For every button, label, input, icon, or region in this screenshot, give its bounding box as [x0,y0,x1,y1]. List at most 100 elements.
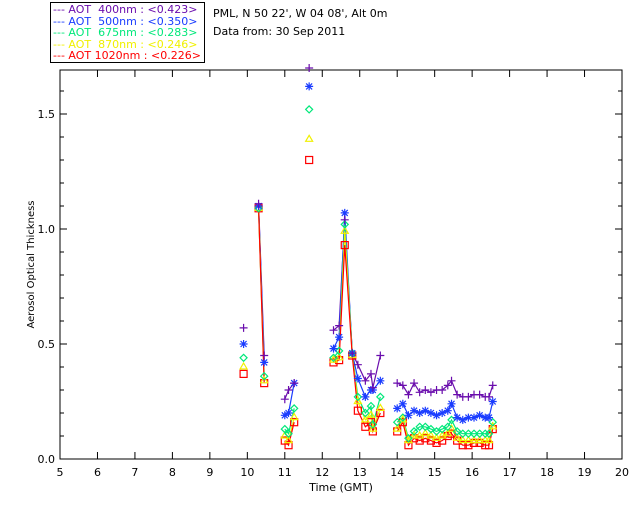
data-point-diamond [368,420,378,429]
x-tick-label: 9 [206,466,213,479]
data-point-asterisk [376,376,385,385]
data-point-plus [254,199,263,208]
axes-frame [59,69,623,460]
data-point-asterisk [361,392,370,401]
data-point-square [464,441,473,450]
data-point-asterisk [458,415,467,424]
data-point-diamond [284,429,293,439]
data-point-square [305,155,314,165]
data-point-asterisk [340,208,349,217]
data-point-asterisk [398,399,407,408]
x-tick-label: 16 [465,466,479,479]
legend-entry: --- AOT 870nm : <0.246> [53,37,198,51]
data-point-asterisk [305,82,314,91]
legend-mean: <0.423> [147,3,198,16]
data-point-plus [421,386,430,394]
legend-mean: <0.226> [151,49,201,62]
x-tick-label: 8 [169,466,176,479]
data-point-diamond [280,424,290,434]
data-point-diamond [409,427,419,436]
data-point-triangle [409,430,419,439]
data-point-diamond [488,417,498,427]
data-point-triangle [366,410,376,418]
data-point-diamond [443,422,453,432]
legend-entry: --- AOT 1020nm : <0.226> [53,49,201,62]
data-point-plus [305,64,314,72]
data-point-plus [239,323,248,332]
data-point-triangle [443,428,453,437]
data-point-plus [366,369,375,378]
x-tick-label: 10 [240,466,254,479]
legend-mean: <0.350> [147,14,198,28]
data-point-plus [404,390,413,399]
data-point-diamond [398,413,408,422]
data-point-plus [447,376,456,385]
data-point-diamond [415,422,425,432]
data-point-square [447,429,456,438]
data-point-triangle [375,403,385,411]
y-tick-label: 1.0 [38,223,56,236]
legend-entry: --- AOT 500nm : <0.350> [53,14,198,28]
data-point-plus [368,383,377,392]
data-point-square [484,441,494,450]
data-point-plus [284,386,293,394]
legend-mean: <0.283> [147,26,198,39]
x-tick-label: 13 [353,466,367,479]
data-point-diamond [375,392,385,402]
y-tick-label: 0.0 [38,453,56,466]
data-point-plus [260,351,269,360]
data-point-triangle [334,352,344,361]
legend-entry: --- AOT 400nm : <0.423> [53,3,198,16]
data-point-triangle [463,435,473,444]
data-point-diamond [361,408,370,418]
data-point-asterisk [329,344,338,353]
data-point-diamond [464,429,473,439]
data-point-triangle [431,433,442,441]
data-point-diamond [366,401,376,411]
data-point-triangle [289,412,299,421]
data-point-asterisk [393,404,402,413]
data-point-triangle [458,435,468,444]
data-point-square [290,418,299,427]
data-point-asterisk [415,409,424,417]
data-point-triangle [469,435,479,444]
data-point-asterisk [284,409,293,417]
data-point-asterisk [426,409,435,417]
data-point-diamond [420,422,430,432]
legend-label: AOT 500nm [68,14,137,28]
x-tick-label: 12 [315,466,329,479]
data-point-diamond [426,424,436,434]
data-point-plus [376,351,385,360]
data-point-diamond [475,429,484,439]
data-point-triangle [259,375,269,384]
data-point-asterisk [421,406,430,415]
data-point-triangle [426,430,436,439]
data-point-plus [335,321,344,330]
legend-label: AOT 1020nm [68,49,141,62]
data-point-asterisk [475,411,484,420]
data-point-triangle [420,428,430,437]
data-point-plus [340,215,349,224]
data-point-triangle [488,421,498,430]
data-point-triangle [360,414,370,423]
legend-label: AOT 870nm [68,37,137,51]
data-point-diamond [392,417,402,427]
x-tick-label: 17 [503,466,517,479]
data-point-plus [484,392,493,401]
data-point-diamond [447,415,456,425]
data-point-asterisk [447,399,456,408]
data-point-plus [475,390,484,399]
legend-label: AOT 400nm [68,3,137,16]
data-point-diamond [458,429,468,439]
site-info: PML, N 50 22', W 04 08', Alt 0m [213,7,388,20]
data-point-asterisk [484,413,493,422]
legend-mean: <0.246> [147,37,198,51]
data-point-triangle [239,361,249,370]
data-point-triangle [452,433,462,441]
data-point-triangle [284,435,294,444]
y-tick-label: 0.5 [38,338,56,351]
data-point-plus [348,349,357,358]
data-point-plus [488,381,497,390]
data-point-asterisk [335,333,344,342]
